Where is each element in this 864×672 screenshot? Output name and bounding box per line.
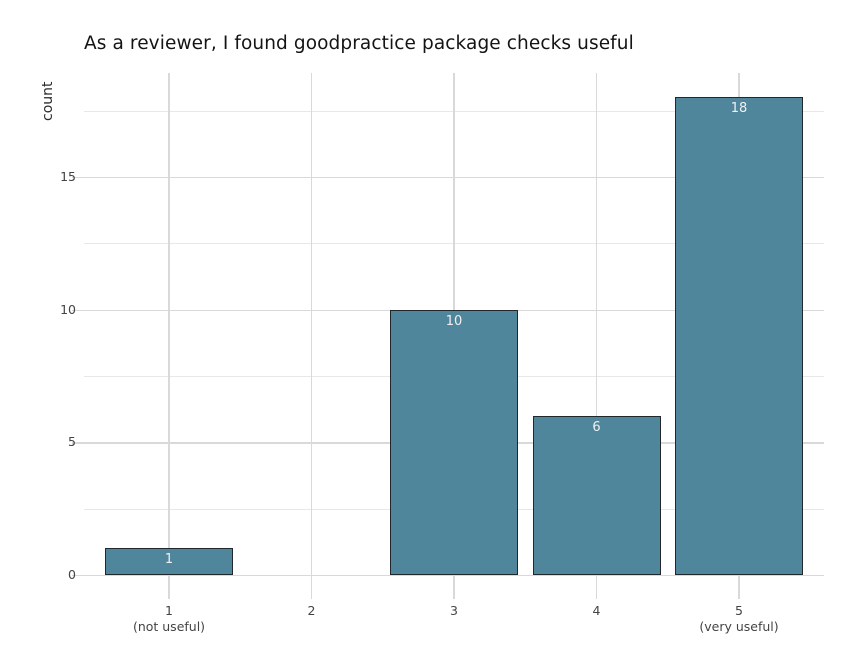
bar: 18: [675, 97, 803, 575]
bar-value-label: 1: [164, 552, 174, 568]
x-tick-number: 2: [307, 603, 316, 618]
y-tick-label: 10: [60, 301, 76, 317]
v-gridline: [168, 73, 170, 599]
plot-area: 1 10 6 18: [72, 73, 824, 599]
bar-value-label: 10: [445, 313, 463, 329]
x-tick-sublabel: (not useful): [132, 618, 206, 634]
y-tick-label: 15: [60, 169, 76, 184]
x-tick-number: 4: [592, 603, 601, 618]
x-tick-label: 5 (very useful): [669, 603, 809, 634]
x-tick-sublabel: (very useful): [699, 618, 779, 634]
bar: 10: [390, 309, 518, 575]
y-tick-label: 0: [68, 567, 76, 582]
x-tick-label: 2: [242, 603, 382, 619]
bar: 1: [105, 548, 233, 575]
x-tick-number: 1: [165, 603, 173, 618]
bar-value-label: 6: [592, 419, 601, 435]
x-tick-label: 3: [384, 603, 524, 619]
x-tick-label: 4: [527, 603, 667, 619]
chart-title: As a reviewer, I found goodpractice pack…: [84, 33, 634, 54]
bar-value-label: 18: [730, 101, 748, 117]
h-gridline-major: [72, 177, 824, 179]
h-gridline-major: [72, 575, 824, 577]
v-gridline: [310, 73, 313, 599]
x-tick-number: 3: [450, 603, 458, 618]
x-tick-number: 5: [735, 603, 743, 618]
y-tick-label: 5: [68, 434, 76, 450]
v-gridline: [595, 73, 598, 599]
bar: 6: [532, 415, 661, 575]
y-axis-title: count: [40, 81, 56, 122]
x-tick-label: 1 (not useful): [99, 603, 239, 634]
